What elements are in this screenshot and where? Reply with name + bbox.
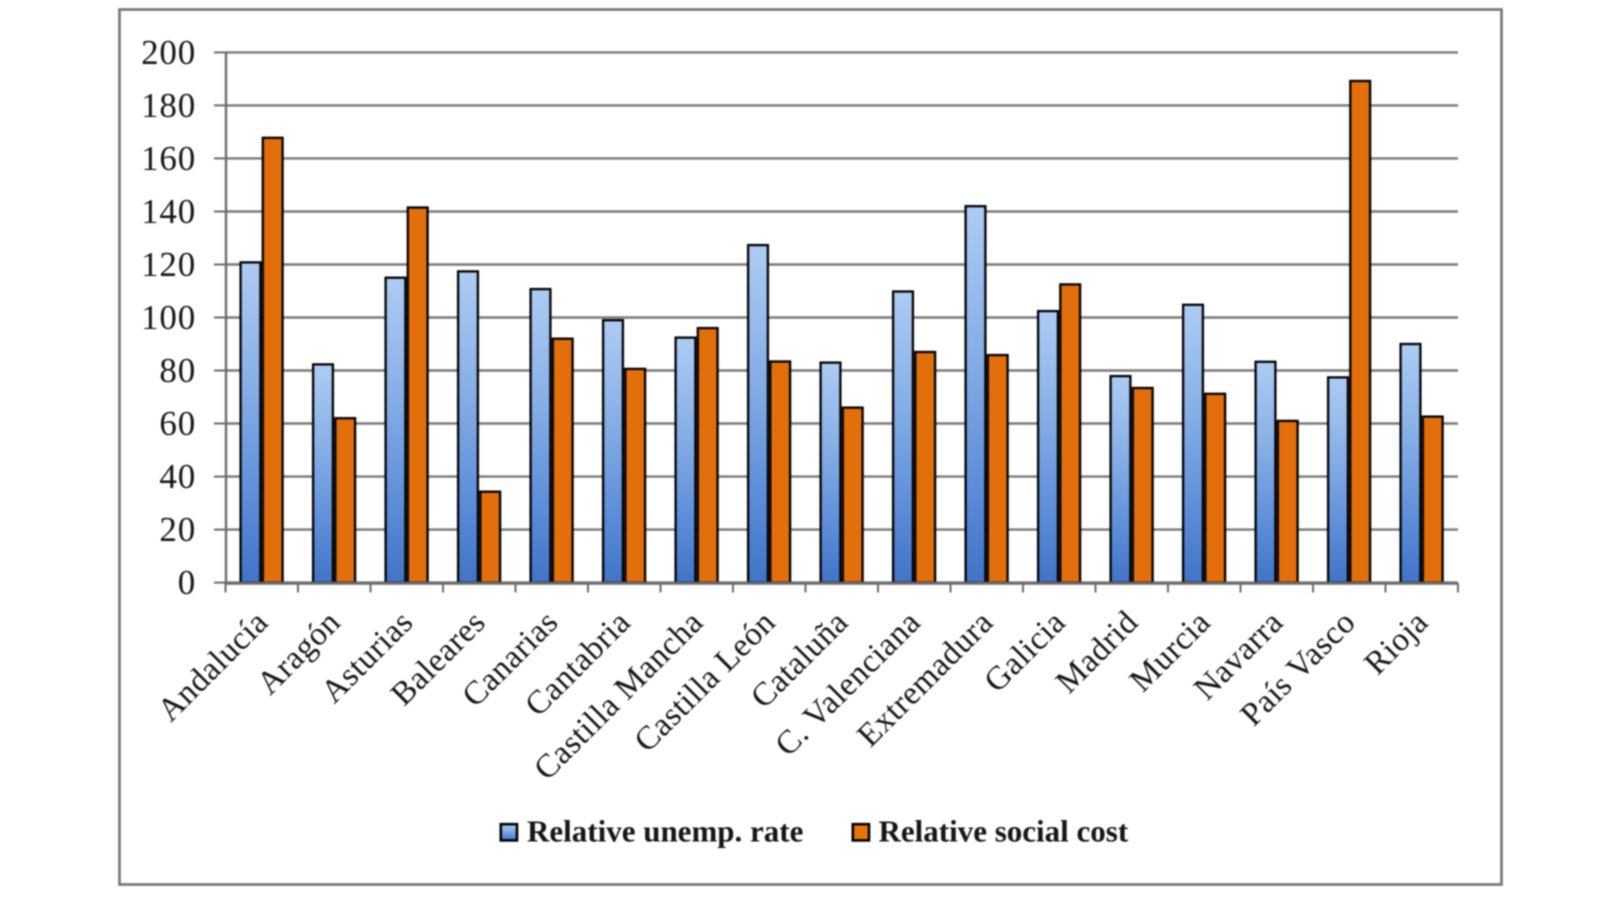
svg-text:20: 20 — [159, 510, 196, 549]
svg-text:120: 120 — [141, 245, 196, 284]
svg-text:200: 200 — [141, 33, 196, 72]
svg-text:100: 100 — [141, 298, 196, 337]
svg-text:180: 180 — [141, 86, 196, 125]
svg-text:140: 140 — [141, 192, 196, 231]
svg-text:60: 60 — [159, 404, 196, 443]
svg-text:Relative unemp. rate: Relative unemp. rate — [527, 814, 803, 849]
svg-text:0: 0 — [178, 563, 196, 602]
svg-text:80: 80 — [159, 351, 196, 390]
svg-text:Relative social cost: Relative social cost — [879, 814, 1129, 849]
svg-text:160: 160 — [141, 139, 196, 178]
svg-text:40: 40 — [159, 457, 196, 496]
